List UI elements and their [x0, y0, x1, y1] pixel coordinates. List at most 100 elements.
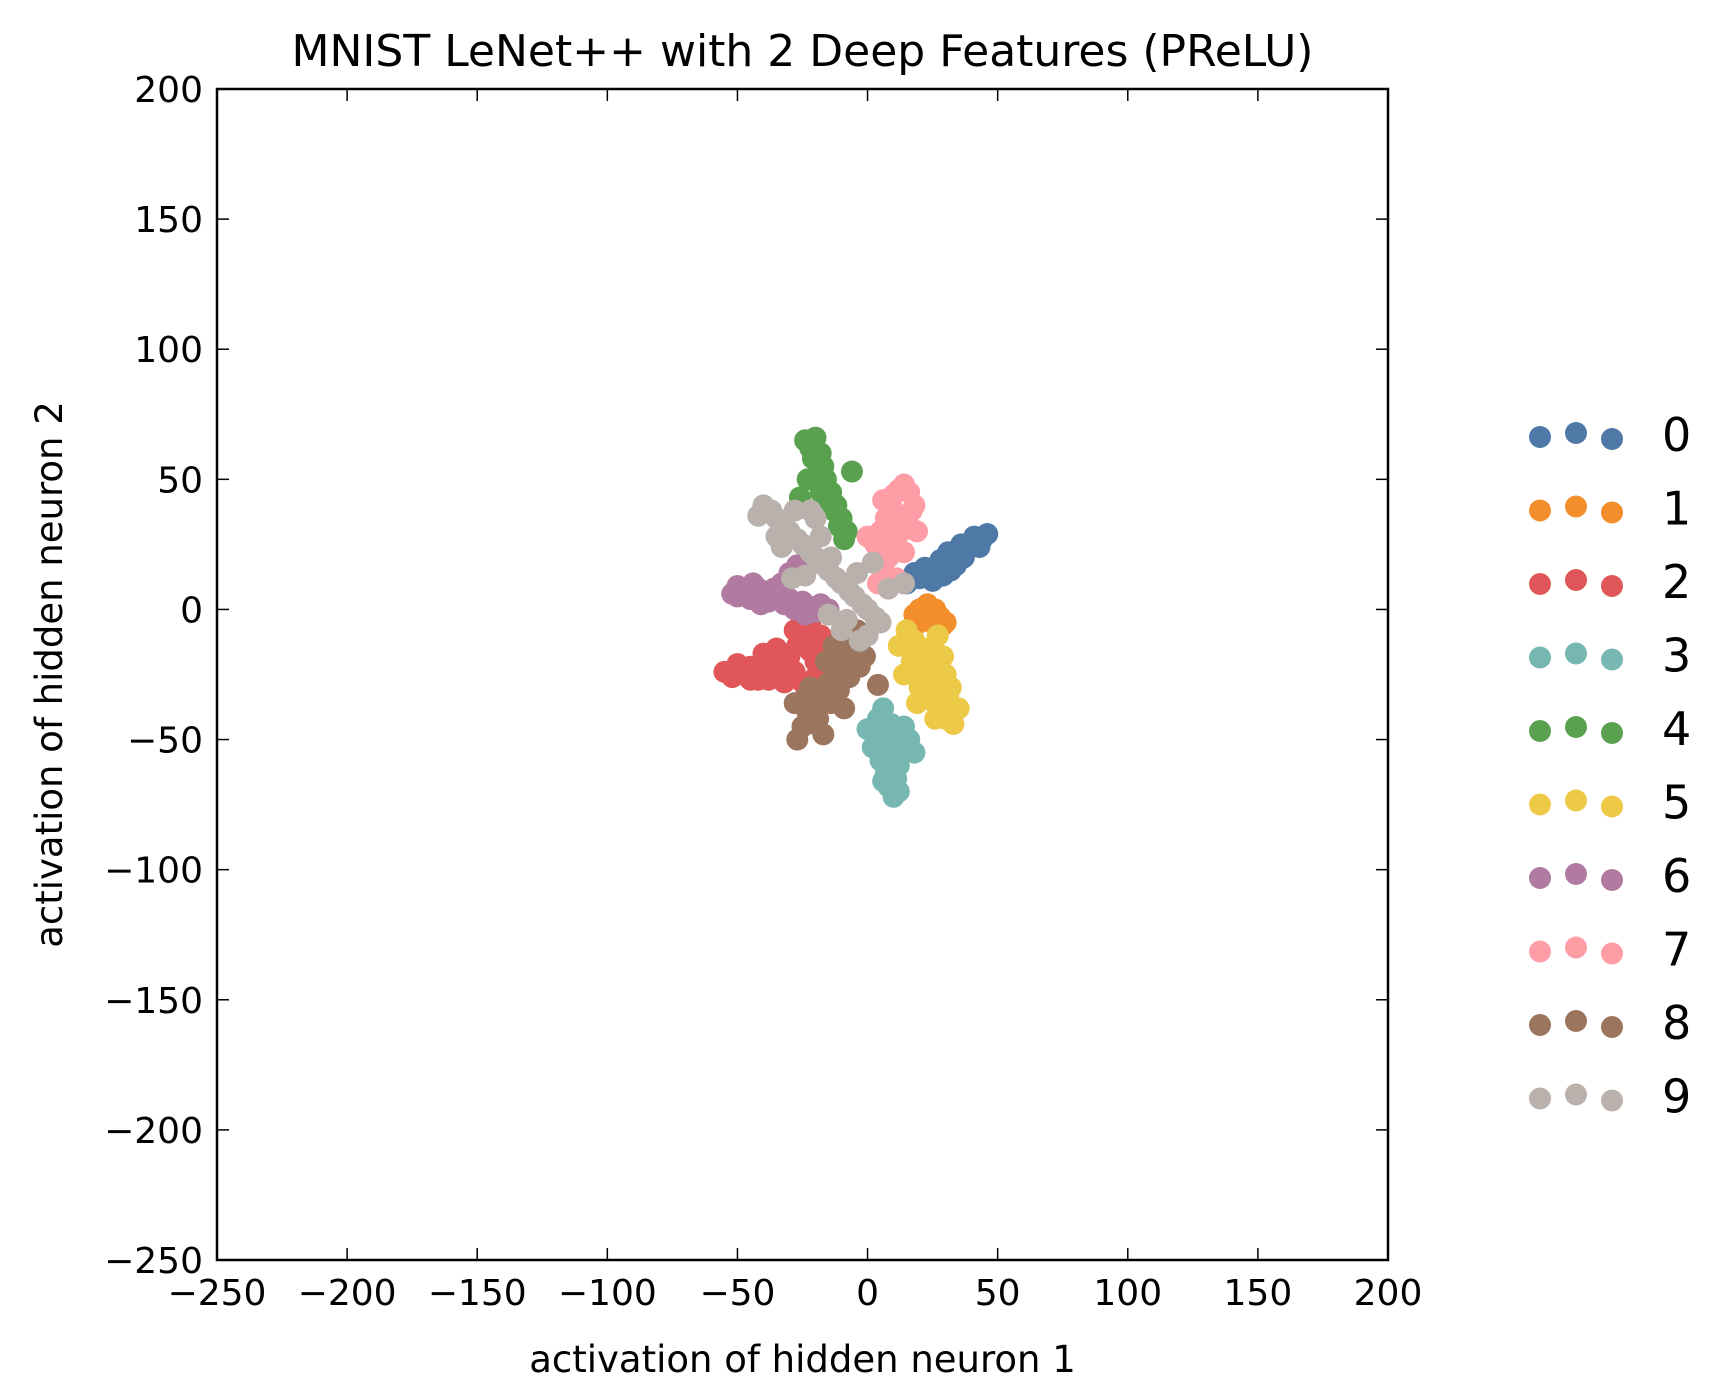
- data-point: [783, 499, 806, 522]
- legend-marker: [1601, 428, 1623, 450]
- data-point: [804, 712, 827, 735]
- x-axis-title: activation of hidden neuron 1: [529, 1338, 1076, 1381]
- data-point: [742, 572, 765, 595]
- data-point: [833, 697, 856, 720]
- y-tick-label: 50: [157, 460, 203, 501]
- x-tick-label: −50: [699, 1273, 775, 1314]
- data-point: [866, 673, 889, 696]
- legend-item-9: 9: [1529, 1070, 1691, 1124]
- data-point: [809, 525, 832, 548]
- legend-item-2: 2: [1529, 555, 1691, 609]
- legend-marker: [1529, 720, 1551, 742]
- series-0: [895, 522, 999, 595]
- data-point: [840, 460, 863, 483]
- legend-marker: [1529, 940, 1551, 963]
- data-point: [892, 572, 915, 595]
- series-3: [856, 697, 926, 808]
- data-point: [820, 546, 843, 569]
- legend-label: 6: [1662, 849, 1691, 903]
- x-tick-label: −100: [558, 1273, 657, 1314]
- data-point: [861, 551, 884, 574]
- legend-marker: [1601, 722, 1623, 744]
- x-tick-label: 200: [1354, 1273, 1423, 1314]
- series-2: [713, 614, 840, 694]
- data-point: [892, 663, 915, 686]
- data-point: [945, 554, 968, 577]
- x-tick-label: −250: [168, 1273, 267, 1314]
- legend-label: 8: [1662, 996, 1691, 1050]
- legend-marker: [1601, 575, 1623, 597]
- data-point: [905, 520, 928, 543]
- data-point: [833, 528, 856, 551]
- data-point: [794, 603, 817, 626]
- legend-marker: [1529, 1014, 1551, 1036]
- data-point: [781, 567, 804, 590]
- legend-marker: [1601, 1089, 1623, 1112]
- y-tick-label: 200: [134, 70, 203, 111]
- legend-marker: [1601, 869, 1623, 891]
- legend-item-4: 4: [1529, 702, 1691, 756]
- data-point: [898, 728, 921, 751]
- legend-marker: [1529, 646, 1551, 669]
- y-tick-label: −200: [104, 1111, 203, 1152]
- y-tick-label: 100: [134, 330, 203, 371]
- y-axis-title: activation of hidden neuron 2: [28, 401, 71, 948]
- data-point: [846, 562, 869, 585]
- data-point: [762, 577, 785, 600]
- legend-item-3: 3: [1529, 629, 1691, 683]
- legend-marker: [1601, 942, 1623, 965]
- x-tick-label: 150: [1224, 1273, 1293, 1314]
- legend-label: 1: [1662, 482, 1691, 536]
- data-point: [783, 692, 806, 715]
- data-point: [817, 603, 840, 626]
- legend-marker: [1565, 569, 1587, 591]
- y-tick-label: 150: [134, 200, 203, 241]
- legend-label: 5: [1662, 776, 1691, 830]
- data-point: [765, 525, 788, 548]
- data-point: [749, 593, 772, 616]
- data-point: [932, 645, 955, 668]
- legend-marker: [1565, 495, 1587, 518]
- legend-marker: [1601, 648, 1623, 671]
- x-tick-label: 100: [1093, 1273, 1162, 1314]
- y-tick-label: −150: [104, 981, 203, 1022]
- data-point: [726, 653, 749, 676]
- y-tick-label: −100: [104, 851, 203, 892]
- data-point: [799, 499, 822, 522]
- data-point: [822, 499, 845, 522]
- data-point: [934, 663, 957, 686]
- data-point: [757, 668, 780, 691]
- data-point: [916, 593, 939, 616]
- legend-item-1: 1: [1529, 482, 1691, 536]
- legend-marker: [1601, 795, 1623, 818]
- data-point: [900, 499, 923, 522]
- legend-marker: [1565, 789, 1587, 812]
- legend-marker: [1565, 422, 1587, 444]
- data-point: [892, 541, 915, 564]
- data-point: [786, 634, 809, 657]
- x-tick-label: 50: [975, 1273, 1021, 1314]
- legend-marker: [1529, 867, 1551, 889]
- plot-area: [215, 87, 1390, 1262]
- legend-marker: [1601, 1016, 1623, 1038]
- data-point: [739, 668, 762, 691]
- data-point: [765, 637, 788, 660]
- data-point: [747, 504, 770, 527]
- data-point: [872, 489, 895, 512]
- legend-marker: [1529, 793, 1551, 816]
- series-4: [788, 426, 863, 551]
- x-tick-label: −200: [298, 1273, 397, 1314]
- legend-label: 2: [1662, 555, 1691, 609]
- legend-marker: [1565, 642, 1587, 665]
- legend: 0 1 2 3 4 5 6 7 8 9: [1529, 408, 1691, 1124]
- y-tick-label: 0: [180, 590, 203, 631]
- data-point: [726, 585, 749, 608]
- legend-marker: [1565, 863, 1587, 885]
- series-5: [887, 619, 970, 735]
- data-point: [887, 634, 910, 657]
- legend-marker: [1529, 1087, 1551, 1110]
- legend-item-7: 7: [1529, 923, 1691, 977]
- legend-label: 4: [1662, 702, 1691, 756]
- legend-item-0: 0: [1529, 408, 1691, 462]
